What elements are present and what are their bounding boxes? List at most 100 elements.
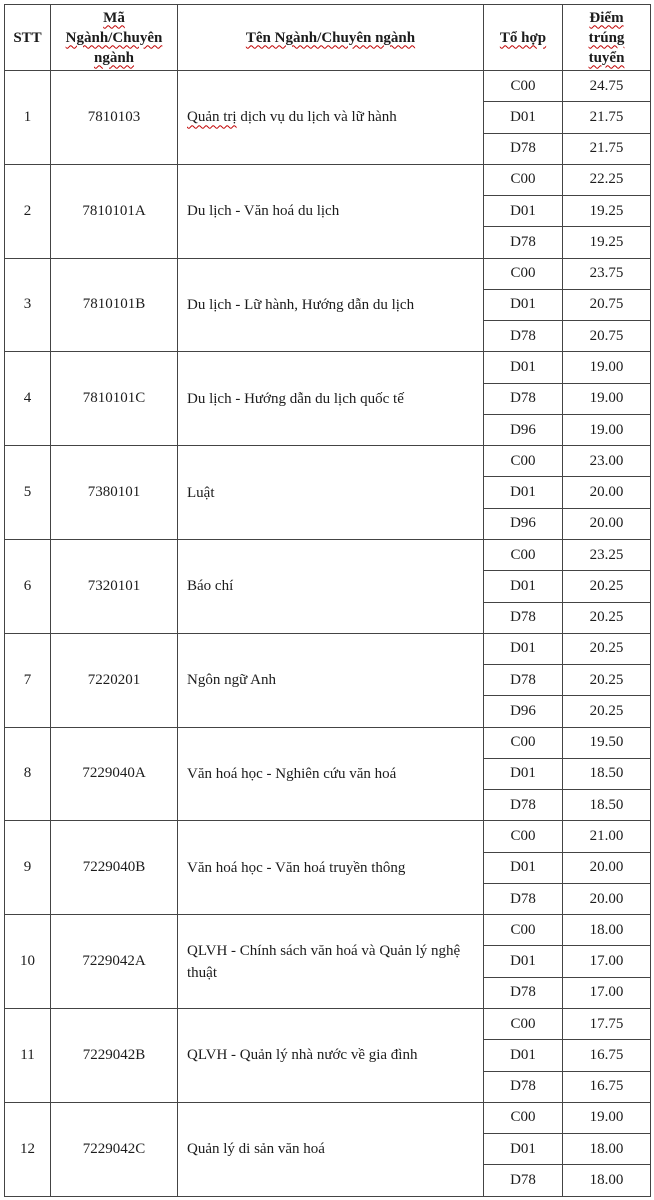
cell-score: 22.25 <box>562 163 651 197</box>
cell-combo: D01 <box>483 1133 563 1166</box>
column-header-code-label: ngành <box>93 49 135 66</box>
cell-score: 19.00 <box>562 382 651 415</box>
cell-name: Luật <box>177 445 484 540</box>
table-row: D96 19.00 <box>5 413 651 447</box>
cell-score: 20.25 <box>562 664 651 697</box>
cell-combo: D01 <box>483 1039 563 1072</box>
cell-stt: 6 <box>4 538 51 634</box>
cell-combo: D78 <box>483 320 563 353</box>
column-header-code: Mã Ngành/Chuyên ngành <box>50 4 178 71</box>
cell-score: 23.75 <box>562 257 651 290</box>
cell-name-text: Quản trị <box>187 109 237 126</box>
table-row: 1 7810103 Quản trị dịch vụ du lịch và lữ h… <box>4 69 651 165</box>
cell-combo: D01 <box>483 570 563 603</box>
table-row: 9 7229040B Văn hoá học - Văn hoá truyền th… <box>4 820 651 916</box>
column-header-stt: STT <box>4 4 51 71</box>
cell-score: 20.00 <box>562 851 651 884</box>
cell-name-text: dịch vụ du lịch và lữ hành <box>236 109 397 126</box>
cell-name: Du lịch - Lữ hành, Hướng dẫn du lịch <box>177 257 484 353</box>
cell-name-text: Du lịch - Hướng dẫn du lịch quốc tế <box>187 390 404 407</box>
cell-score: 20.75 <box>562 320 651 353</box>
cell-stt: 9 <box>4 820 51 916</box>
cell-name: Quản trị dịch vụ du lịch và lữ hành <box>177 70 484 165</box>
table-row: 4 7810101C Du lịch - Hướng dẫn du lịch quố… <box>4 351 651 447</box>
cell-code: 7810101A <box>50 163 178 259</box>
cell-combo: D01 <box>483 632 563 666</box>
table-row: D01 20.00 <box>5 851 651 884</box>
cell-stt: 10 <box>4 914 51 1009</box>
cell-score: 20.00 <box>562 507 651 540</box>
cell-score: 19.00 <box>562 1101 651 1135</box>
table-row: D78 18.00 <box>5 1164 651 1197</box>
cell-score: 23.25 <box>562 538 651 572</box>
cell-code: 7229042A <box>50 914 178 1009</box>
cell-score: 17.00 <box>562 945 651 978</box>
cell-code: 7229040A <box>50 726 178 822</box>
cell-combo: D78 <box>483 1164 563 1197</box>
cell-combo: C00 <box>483 914 563 947</box>
cell-combo: D78 <box>483 664 563 697</box>
cell-name-text: Báo chí <box>187 578 234 595</box>
cell-score: 19.25 <box>562 195 651 228</box>
cell-combo: D96 <box>483 413 563 447</box>
table-row: D01 21.75 <box>5 101 651 134</box>
cell-name-text: Luật <box>187 484 215 501</box>
cell-combo: C00 <box>483 69 563 103</box>
cell-score: 18.50 <box>562 789 651 822</box>
cell-score: 17.75 <box>562 1007 651 1041</box>
cell-combo: D78 <box>483 601 563 634</box>
cell-code: 7810101C <box>50 351 178 447</box>
cell-stt: 11 <box>4 1007 51 1103</box>
cell-combo: D96 <box>483 507 563 540</box>
cell-code: 7229042C <box>50 1101 178 1198</box>
cell-combo: D01 <box>483 351 563 384</box>
cell-name-text: Du lịch - Lữ hành, Hướng dẫn du lịch <box>187 296 415 313</box>
cell-code: 7380101 <box>50 445 178 540</box>
cell-score: 21.00 <box>562 820 651 853</box>
cell-combo: C00 <box>483 257 563 290</box>
table-row: 11 7229042B QLVH - Quản lý nhà nước về gia… <box>4 1007 651 1103</box>
cell-combo: D96 <box>483 695 563 728</box>
cell-combo: C00 <box>483 726 563 759</box>
table-row: 12 7229042C Quản lý di sản văn hoá C00 19.00 <box>4 1101 651 1198</box>
cell-code: 7320101 <box>50 538 178 634</box>
cell-score: 19.50 <box>562 726 651 759</box>
cell-combo: C00 <box>483 1007 563 1041</box>
cell-name-text: Văn hoá học - Nghiên cứu văn hoá <box>187 765 397 782</box>
column-header-code-label: Mã <box>103 9 125 26</box>
cell-combo: D78 <box>483 132 563 165</box>
cell-score: 16.75 <box>562 1070 651 1103</box>
cell-name: Du lịch - Văn hoá du lịch <box>177 163 484 259</box>
table-row: D78 19.00 <box>5 382 651 415</box>
cell-code: 7810103 <box>50 70 178 165</box>
column-header-score-label: tuyển <box>588 49 625 66</box>
cell-combo: C00 <box>483 445 563 478</box>
header-row: STT Mã Ngành/Chuyên ngành Tên Ngành/Chuyên n… <box>4 4 651 71</box>
table-row: D78 20.25 <box>5 601 651 634</box>
cell-name-text: Du lịch - Văn hoá du lịch <box>187 203 340 220</box>
cell-combo: D78 <box>483 382 563 415</box>
cell-name: Văn hoá học - Văn hoá truyền thông <box>177 820 484 916</box>
column-header-stt-label: STT <box>13 29 42 46</box>
cell-combo: D01 <box>483 288 563 322</box>
table-header: STT Mã Ngành/Chuyên ngành Tên Ngành/Chuyên n… <box>4 4 651 71</box>
cell-stt: 3 <box>4 257 51 353</box>
table-row: D01 18.50 <box>5 757 651 791</box>
cell-stt: 1 <box>4 70 51 165</box>
cell-score: 20.25 <box>562 632 651 666</box>
cell-score: 20.25 <box>562 601 651 634</box>
column-header-name: Tên Ngành/Chuyên ngành <box>177 4 484 71</box>
table-row: 7 7220201 Ngôn ngữ Anh D01 20.25 <box>4 632 651 728</box>
cell-score: 20.25 <box>562 570 651 603</box>
cell-combo: D78 <box>483 882 563 916</box>
cell-score: 20.75 <box>562 288 651 322</box>
cell-score: 17.00 <box>562 976 651 1009</box>
table-row: D96 20.25 <box>5 695 651 728</box>
table-row: D01 20.25 <box>5 570 651 603</box>
table-row: D96 20.00 <box>5 507 651 540</box>
cell-score: 24.75 <box>562 69 651 103</box>
table-row: D78 21.75 <box>5 132 651 165</box>
cell-score: 23.00 <box>562 445 651 478</box>
admission-scores-table: STT Mã Ngành/Chuyên ngành Tên Ngành/Chuyên n… <box>4 4 651 1198</box>
table-row: D01 18.00 <box>5 1133 651 1166</box>
